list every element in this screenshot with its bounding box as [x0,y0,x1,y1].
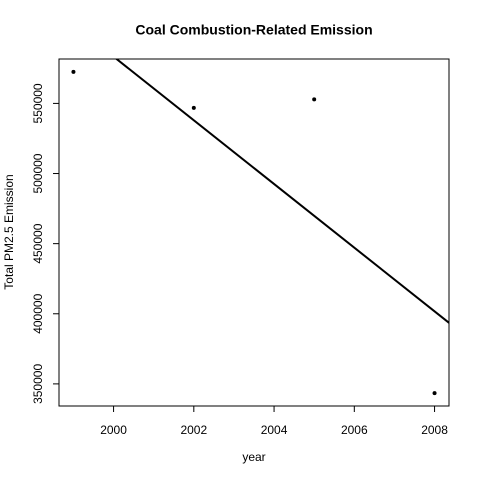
chart-title: Coal Combustion-Related Emission [135,22,372,38]
y-axis-label: Total PM2.5 Emission [2,174,16,289]
x-tick-label: 2000 [100,423,127,437]
x-tick-label: 2002 [180,423,207,437]
x-tick-label: 2008 [421,423,448,437]
y-tick-label: 400000 [31,293,45,333]
point [191,105,196,110]
point [432,391,437,396]
y-tick-label: 500000 [31,153,45,193]
y-tick-label: 350000 [31,364,45,404]
y-tick-label: 550000 [31,83,45,123]
point [312,97,317,102]
y-tick-label: 450000 [31,223,45,263]
x-tick-label: 2006 [341,423,368,437]
plot-frame [58,58,450,407]
x-axis-label: year [242,450,265,464]
point [71,69,76,74]
regression-line [114,59,449,324]
x-tick-label: 2004 [261,423,288,437]
